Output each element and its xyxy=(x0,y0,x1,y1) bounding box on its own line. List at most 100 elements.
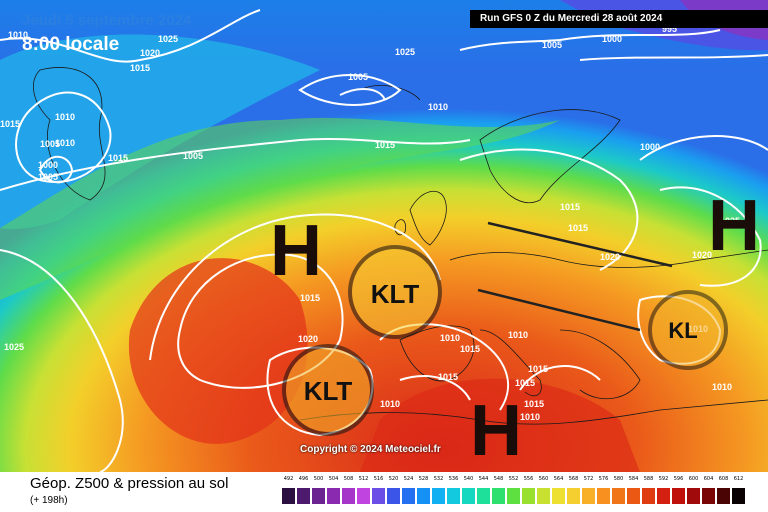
color-scale-legend: 492 496 500 504 508 512 516 520 524 528 532 536 540 5… xyxy=(282,476,750,504)
scale-swatch xyxy=(672,488,685,504)
hot-core-west xyxy=(128,258,308,444)
high-symbol-south: H xyxy=(470,391,522,471)
isobar-label: 1010 xyxy=(8,30,28,40)
isobar-label: 1010 xyxy=(520,412,540,422)
scale-swatch xyxy=(402,488,415,504)
isobar-label: 1015 xyxy=(528,364,548,374)
isobar-label: 1015 xyxy=(0,119,20,129)
scale-label: 572 xyxy=(583,476,594,482)
scale-swatch xyxy=(507,488,520,504)
scale-swatch xyxy=(612,488,625,504)
isobar-label: 1000 xyxy=(602,34,622,44)
scale-swatch xyxy=(477,488,490,504)
isobar-label: 1025 xyxy=(720,216,740,226)
scale-label: 548 xyxy=(493,476,504,482)
isobar-label: 1000 xyxy=(640,142,660,152)
scale-swatch xyxy=(327,488,340,504)
scale-label: 596 xyxy=(673,476,684,482)
scale-label: 504 xyxy=(328,476,339,482)
scale-swatch xyxy=(387,488,400,504)
isobar-label: 1010 xyxy=(55,112,75,122)
isobar-label: 1010 xyxy=(55,138,75,148)
trough-lines xyxy=(477,221,673,332)
isobar-label: 1005 xyxy=(40,139,60,149)
scale-swatch xyxy=(462,488,475,504)
scale-swatch xyxy=(357,488,370,504)
isobar-label: 1005 xyxy=(38,172,58,182)
isobar-label: 1010 xyxy=(428,102,448,112)
isobar-label: 995 xyxy=(662,24,677,34)
scale-label: 580 xyxy=(613,476,624,482)
scale-label: 564 xyxy=(553,476,564,482)
scale-swatch xyxy=(597,488,610,504)
scale-label: 612 xyxy=(733,476,744,482)
hot-core-south xyxy=(360,378,640,472)
isobar-label: 1015 xyxy=(108,153,128,163)
isobar-label: 1015 xyxy=(515,378,535,388)
low-circle-france xyxy=(348,245,442,339)
scale-swatch xyxy=(702,488,715,504)
isobar-label: 1005 xyxy=(183,151,203,161)
scale-label: 544 xyxy=(478,476,489,482)
green-band xyxy=(0,117,560,300)
scale-label: 516 xyxy=(373,476,384,482)
scale-swatch xyxy=(447,488,460,504)
low-symbol-france: KLT xyxy=(371,279,420,309)
scale-swatch xyxy=(732,488,745,504)
scale-swatch xyxy=(282,488,295,504)
scale-label: 552 xyxy=(508,476,519,482)
scale-swatch xyxy=(537,488,550,504)
scale-swatch xyxy=(417,488,430,504)
scale-label: 584 xyxy=(628,476,639,482)
run-info: Run GFS 0 Z du Mercredi 28 août 2024 xyxy=(470,10,768,28)
isobar-label: 1010 xyxy=(712,382,732,392)
pressure-systems: H H H KLT KLT KL xyxy=(270,186,760,471)
scale-label: 524 xyxy=(403,476,414,482)
low-circle-balkans xyxy=(648,290,728,370)
scale-label: 568 xyxy=(568,476,579,482)
scale-label: 576 xyxy=(598,476,609,482)
isobar-label: 1010 xyxy=(440,333,460,343)
scale-swatch xyxy=(522,488,535,504)
scale-label: 540 xyxy=(463,476,474,482)
scale-label: 512 xyxy=(358,476,369,482)
low-symbol-balkans: KL xyxy=(668,318,697,343)
isobar-label: 1010 xyxy=(508,330,528,340)
scale-swatch xyxy=(312,488,325,504)
isobar-label: 1005 xyxy=(348,72,368,82)
scale-label: 496 xyxy=(298,476,309,482)
isobar-label: 1015 xyxy=(524,399,544,409)
scale-swatch xyxy=(492,488,505,504)
scale-label: 520 xyxy=(388,476,399,482)
scale-label: 600 xyxy=(688,476,699,482)
isobar-label: 1020 xyxy=(692,250,712,260)
isobar-labels: 1010 102510201015101010151000100510051010… xyxy=(0,24,740,422)
isobar-label: 1025 xyxy=(395,47,415,57)
isobar-label: 1015 xyxy=(130,63,150,73)
copyright-notice: Copyright © 2024 Meteociel.fr xyxy=(300,444,441,455)
scale-labels: 492 496 500 504 508 512 516 520 524 528 532 536 540 5… xyxy=(282,476,750,488)
scale-colors xyxy=(282,488,750,504)
isobar-label: 1010 xyxy=(380,399,400,409)
scale-swatch xyxy=(552,488,565,504)
scale-label: 592 xyxy=(658,476,669,482)
isobar-label: 1015 xyxy=(560,202,580,212)
scale-label: 508 xyxy=(343,476,354,482)
footer-bar: Géop. Z500 & pression au sol (+ 198h) 49… xyxy=(0,472,768,512)
scale-swatch xyxy=(567,488,580,504)
isobar-label: 1015 xyxy=(438,372,458,382)
forecast-time: 8:00 locale xyxy=(22,34,120,55)
scale-swatch xyxy=(627,488,640,504)
scale-label: 536 xyxy=(448,476,459,482)
isobar-label: 1020 xyxy=(298,334,318,344)
scale-swatch xyxy=(432,488,445,504)
isobar-label: 1025 xyxy=(4,342,24,352)
lead-time: (+ 198h) xyxy=(30,495,68,506)
scale-label: 556 xyxy=(523,476,534,482)
scale-label: 500 xyxy=(313,476,324,482)
isobar-label: 1015 xyxy=(568,223,588,233)
scale-swatch xyxy=(717,488,730,504)
scale-label: 528 xyxy=(418,476,429,482)
low-symbol-iberia: KLT xyxy=(304,376,353,406)
